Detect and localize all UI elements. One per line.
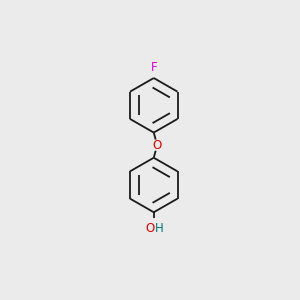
Text: O: O <box>153 139 162 152</box>
Text: H: H <box>155 222 164 235</box>
Text: F: F <box>150 61 157 74</box>
Text: O: O <box>146 222 155 235</box>
